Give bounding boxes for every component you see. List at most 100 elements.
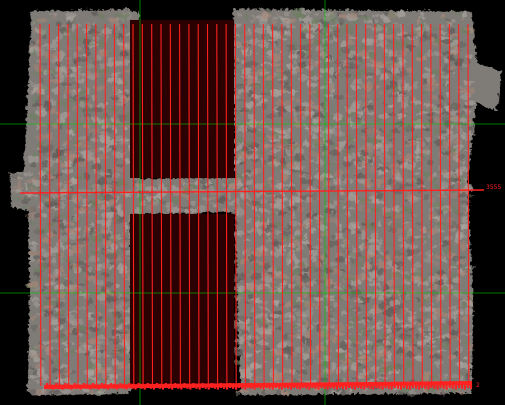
bottom-line-tick bbox=[296, 383, 299, 389]
terrain-patch bbox=[456, 191, 467, 196]
terrain-patch bbox=[285, 42, 295, 48]
bottom-line-tick bbox=[460, 383, 463, 389]
bottom-line-tick bbox=[442, 383, 445, 389]
terrain-patch bbox=[114, 316, 127, 321]
terrain-patch bbox=[419, 11, 422, 16]
terrain-patch bbox=[463, 210, 467, 214]
terrain-patch bbox=[123, 156, 130, 163]
bottom-line-tick bbox=[347, 383, 351, 388]
terrain-patch bbox=[30, 162, 35, 167]
terrain-patch bbox=[26, 279, 37, 287]
terrain-patch bbox=[236, 140, 243, 148]
flight-line bbox=[179, 23, 181, 387]
terrain-patch bbox=[383, 210, 390, 215]
terrain-patch bbox=[146, 198, 152, 204]
terrain-patch bbox=[411, 260, 421, 267]
terrain-patch bbox=[89, 222, 94, 225]
terrain-patch bbox=[263, 113, 275, 117]
terrain-patch bbox=[415, 136, 422, 139]
terrain-patch bbox=[209, 200, 214, 203]
terrain-patch bbox=[435, 390, 447, 393]
terrain-patch bbox=[42, 303, 53, 308]
terrain-patch bbox=[273, 193, 283, 198]
terrain-patch bbox=[119, 340, 128, 345]
terrain-patch bbox=[382, 307, 395, 316]
terrain-patch bbox=[69, 220, 73, 225]
terrain-patch bbox=[414, 331, 418, 338]
terrain-patch bbox=[97, 62, 104, 69]
terrain-patch bbox=[169, 195, 179, 202]
terrain-patch bbox=[328, 10, 331, 13]
terrain-patch bbox=[444, 128, 451, 134]
terrain-patch bbox=[432, 214, 441, 219]
terrain-patch bbox=[54, 240, 63, 248]
terrain-patch bbox=[121, 320, 132, 323]
terrain-patch bbox=[440, 14, 445, 20]
terrain-patch bbox=[61, 30, 70, 34]
terrain-patch bbox=[327, 304, 336, 312]
terrain-patch bbox=[393, 9, 404, 17]
terrain-patch bbox=[80, 196, 87, 203]
terrain-patch bbox=[33, 379, 43, 382]
bottom-line-tick bbox=[299, 384, 302, 390]
terrain-patch bbox=[363, 143, 373, 152]
terrain-patch bbox=[244, 284, 253, 290]
terrain-patch bbox=[127, 229, 129, 238]
terrain-patch bbox=[462, 307, 474, 313]
terrain-patch bbox=[196, 203, 204, 211]
terrain-patch bbox=[258, 219, 266, 228]
terrain-patch bbox=[462, 41, 465, 47]
terrain-patch bbox=[41, 173, 47, 181]
terrain-patch bbox=[416, 346, 421, 349]
bottom-line-tick bbox=[311, 383, 314, 388]
terrain-patch bbox=[50, 158, 60, 162]
terrain-patch bbox=[28, 253, 34, 262]
terrain-patch bbox=[292, 262, 296, 265]
terrain-patch bbox=[406, 388, 415, 396]
terrain-patch bbox=[268, 200, 280, 206]
terrain-patch bbox=[338, 197, 347, 201]
terrain-patch bbox=[428, 261, 441, 265]
bottom-line-tick bbox=[70, 384, 73, 390]
terrain-patch bbox=[303, 121, 306, 129]
terrain-patch bbox=[260, 102, 266, 108]
terrain-patch bbox=[117, 138, 128, 142]
terrain-patch bbox=[462, 363, 473, 369]
terrain-patch bbox=[403, 197, 409, 201]
terrain-patch bbox=[32, 266, 42, 271]
terrain-patch bbox=[45, 260, 50, 264]
terrain-patch bbox=[448, 108, 457, 114]
terrain-patch bbox=[440, 167, 446, 175]
terrain-patch bbox=[59, 219, 69, 224]
terrain-patch bbox=[63, 376, 69, 383]
terrain-patch bbox=[183, 208, 190, 212]
terrain-patch bbox=[54, 366, 67, 372]
terrain-patch bbox=[236, 110, 245, 113]
terrain-patch bbox=[351, 101, 357, 106]
bottom-line-tick bbox=[110, 383, 113, 388]
terrain-patch bbox=[152, 194, 162, 197]
bottom-line-tick bbox=[161, 384, 165, 390]
terrain-patch bbox=[400, 284, 412, 287]
terrain-patch bbox=[460, 91, 469, 99]
terrain-patch bbox=[325, 319, 329, 326]
terrain-patch bbox=[362, 70, 374, 75]
terrain-patch bbox=[235, 388, 248, 391]
terrain-patch bbox=[388, 63, 398, 68]
terrain-patch bbox=[52, 324, 64, 330]
terrain-patch bbox=[364, 103, 374, 109]
flight-line bbox=[76, 23, 79, 387]
terrain-patch bbox=[391, 181, 404, 189]
terrain-patch bbox=[282, 83, 285, 86]
terrain-patch bbox=[30, 178, 42, 185]
terrain-patch bbox=[232, 271, 243, 278]
terrain-patch bbox=[247, 299, 253, 302]
mosaic-right-fringe bbox=[470, 60, 500, 110]
terrain-patch bbox=[418, 22, 423, 30]
terrain-patch bbox=[412, 170, 420, 174]
terrain-patch bbox=[377, 37, 386, 45]
terrain-patch bbox=[277, 356, 280, 361]
terrain-patch bbox=[358, 107, 363, 114]
